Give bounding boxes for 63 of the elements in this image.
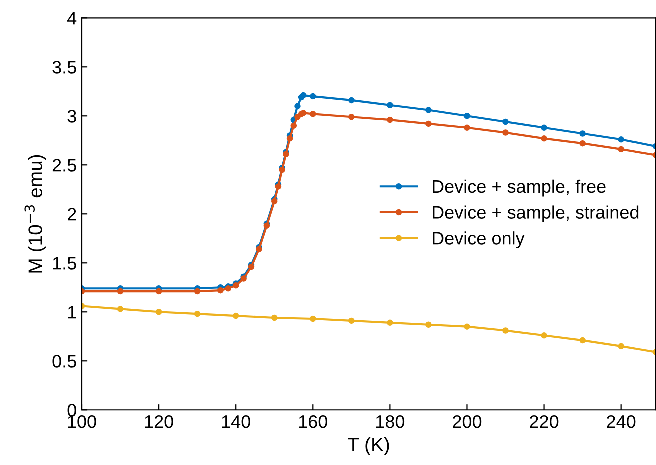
- y-tick-label: 4: [68, 12, 77, 25]
- point: [502, 130, 509, 136]
- x-tick-label: 160: [299, 415, 328, 428]
- point: [387, 116, 394, 124]
- point: [426, 120, 432, 128]
- point: [541, 124, 548, 132]
- point: [618, 343, 624, 350]
- point: [310, 93, 316, 100]
- point: [286, 136, 294, 142]
- point: [580, 140, 586, 147]
- y-tick-label: 2: [68, 208, 76, 221]
- point: [218, 287, 224, 294]
- point: [580, 337, 586, 344]
- y-tick-label: 1.5: [53, 257, 76, 270]
- point: [502, 118, 509, 126]
- point: [294, 114, 301, 120]
- y-tick-label: 3: [68, 110, 76, 123]
- point: [156, 309, 162, 316]
- x-tick-label: 240: [607, 415, 636, 428]
- point: [294, 103, 301, 110]
- point: [464, 324, 470, 330]
- point: [271, 314, 278, 322]
- point: [348, 97, 355, 104]
- point: [502, 328, 509, 334]
- point: [387, 320, 394, 326]
- point: [541, 136, 548, 142]
- point: [580, 130, 586, 137]
- point: [618, 136, 624, 143]
- point: [387, 102, 394, 108]
- point: [310, 111, 316, 118]
- point: [156, 288, 162, 295]
- point: [310, 316, 316, 322]
- y-tick-label: 3.5: [52, 61, 76, 74]
- point: [117, 288, 124, 295]
- x-axis-title: T (K): [348, 437, 390, 456]
- x-tick-label: 100: [68, 415, 96, 428]
- point: [464, 113, 470, 120]
- x-tick-label: 120: [145, 415, 174, 428]
- point: [117, 306, 124, 312]
- y-tick-label: 0.5: [52, 355, 76, 368]
- point: [426, 107, 432, 114]
- x-tick-label: 200: [453, 415, 482, 428]
- y-tick-label: 0: [68, 404, 76, 417]
- point: [194, 310, 201, 318]
- x-tick-label: 180: [376, 415, 405, 428]
- point: [194, 288, 201, 295]
- point: [541, 332, 548, 339]
- point: [348, 318, 355, 324]
- legend-label: Device only: [433, 232, 525, 248]
- point: [290, 122, 298, 130]
- point: [464, 124, 470, 132]
- point: [348, 114, 355, 120]
- x-tick-label: 140: [222, 415, 250, 428]
- y-tick-label: 1: [68, 306, 76, 319]
- y-axis-title: M (10$^{−3}$ emu): [24, 155, 46, 273]
- legend-label: Device + sample, strained: [433, 206, 639, 223]
- point: [618, 146, 624, 153]
- line-series: [82, 303, 656, 356]
- x-tick-label: 220: [530, 415, 559, 428]
- point: [232, 312, 240, 320]
- y-tick-label: 2.5: [52, 159, 76, 172]
- legend-label: Device + sample, free: [433, 180, 606, 197]
- point: [426, 322, 432, 328]
